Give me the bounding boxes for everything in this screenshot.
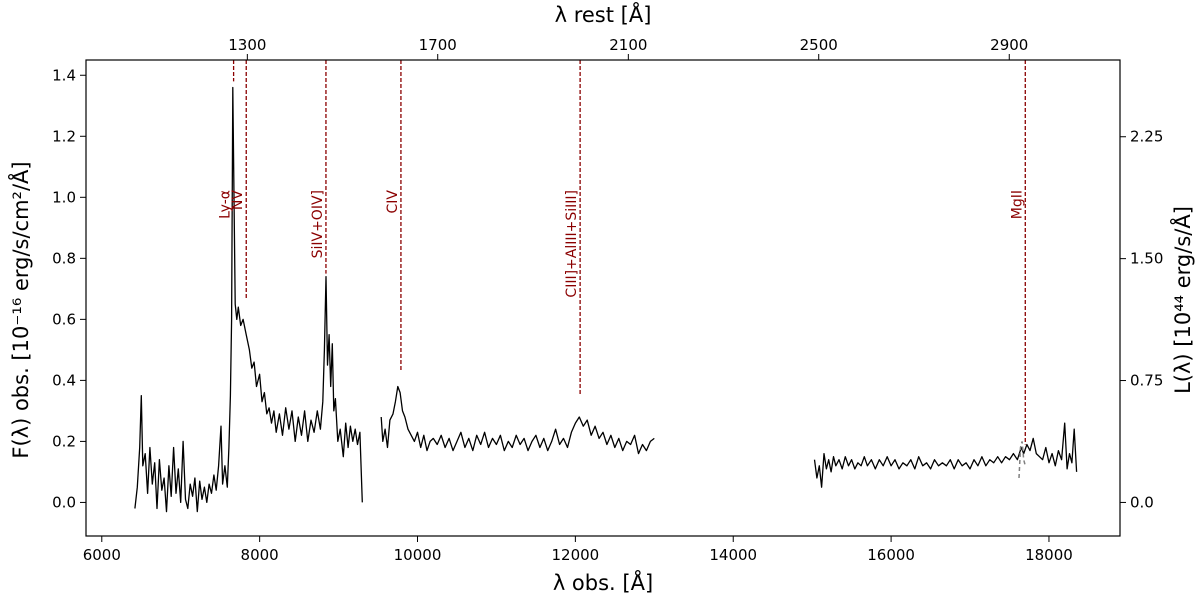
y-tick-label: 1.2 xyxy=(52,127,76,145)
top-axis-label: λ rest [Å] xyxy=(555,1,652,27)
x-axis-label: λ obs. [Å] xyxy=(553,569,653,595)
top-axis-title: λ rest [Å] xyxy=(555,1,652,27)
emission-line-label: MgII xyxy=(1009,190,1025,219)
emission-line-label: CIII]+AlIII+SiIII] xyxy=(564,190,580,298)
x-tick-label: 12000 xyxy=(552,546,600,564)
spectrum-segment-1 xyxy=(134,86,363,513)
x-tick-label: 18000 xyxy=(1025,546,1073,564)
x-tick-label: 16000 xyxy=(867,546,915,564)
top-tick-label: 2900 xyxy=(990,36,1028,54)
y-tick-label: 0.2 xyxy=(52,432,76,450)
x-axis-ticks: 6000 8000 10000 12000 14000 16000 18000 xyxy=(83,536,1073,564)
right-tick-label: 2.25 xyxy=(1130,128,1163,146)
y-axis-label: F(λ) obs. [10⁻¹⁶ erg/s/cm²/Å] xyxy=(7,161,33,458)
top-tick-label: 2100 xyxy=(609,36,647,54)
right-tick-label: 1.50 xyxy=(1130,250,1163,268)
top-axis-ticks: 1300 1700 2100 2500 2900 xyxy=(228,36,1028,60)
spectrum-segment-2 xyxy=(380,385,655,455)
y-axis-title: F(λ) obs. [10⁻¹⁶ erg/s/cm²/Å] xyxy=(7,161,33,458)
right-tick-label: 0.0 xyxy=(1130,493,1154,511)
x-tick-label: 6000 xyxy=(83,546,121,564)
top-tick-label: 1300 xyxy=(228,36,266,54)
emission-line-label: SiIV+OIV] xyxy=(310,190,326,258)
emission-line-label: NV xyxy=(230,190,246,210)
right-axis-title: L(λ) [10⁴⁴ erg/s/Å] xyxy=(1169,206,1195,394)
x-tick-label: 14000 xyxy=(709,546,757,564)
y-tick-label: 0.8 xyxy=(52,249,76,267)
right-axis-label: L(λ) [10⁴⁴ erg/s/Å] xyxy=(1169,206,1195,394)
y-tick-label: 0.0 xyxy=(52,493,76,511)
y-tick-label: 0.4 xyxy=(52,371,76,389)
right-tick-label: 0.75 xyxy=(1130,372,1163,390)
mgII-dashed-segment xyxy=(1018,441,1027,479)
y-tick-label: 1.4 xyxy=(52,66,76,84)
y-axis-ticks: 0.0 0.2 0.4 0.6 0.8 1.0 1.2 1.4 xyxy=(52,66,86,511)
top-tick-label: 2500 xyxy=(800,36,838,54)
bottom-axis-title: λ obs. [Å] xyxy=(553,569,653,595)
x-tick-label: 8000 xyxy=(241,546,279,564)
emission-line-label: CIV xyxy=(385,190,401,214)
top-tick-label: 1700 xyxy=(419,36,457,54)
x-tick-label: 10000 xyxy=(394,546,442,564)
plot-content: Ly-αNV SiIV+OIV] CIV CIII]+AlIII+SiIII] MgII xyxy=(134,60,1078,513)
y-tick-label: 1.0 xyxy=(52,188,76,206)
spectrum-segment-3 xyxy=(813,422,1078,488)
y-tick-label: 0.6 xyxy=(52,310,76,328)
emission-line-label: Ly-α xyxy=(218,190,234,219)
right-axis-ticks: 0.0 0.75 1.50 2.25 xyxy=(1120,128,1163,511)
plot-frame xyxy=(85,59,1121,537)
